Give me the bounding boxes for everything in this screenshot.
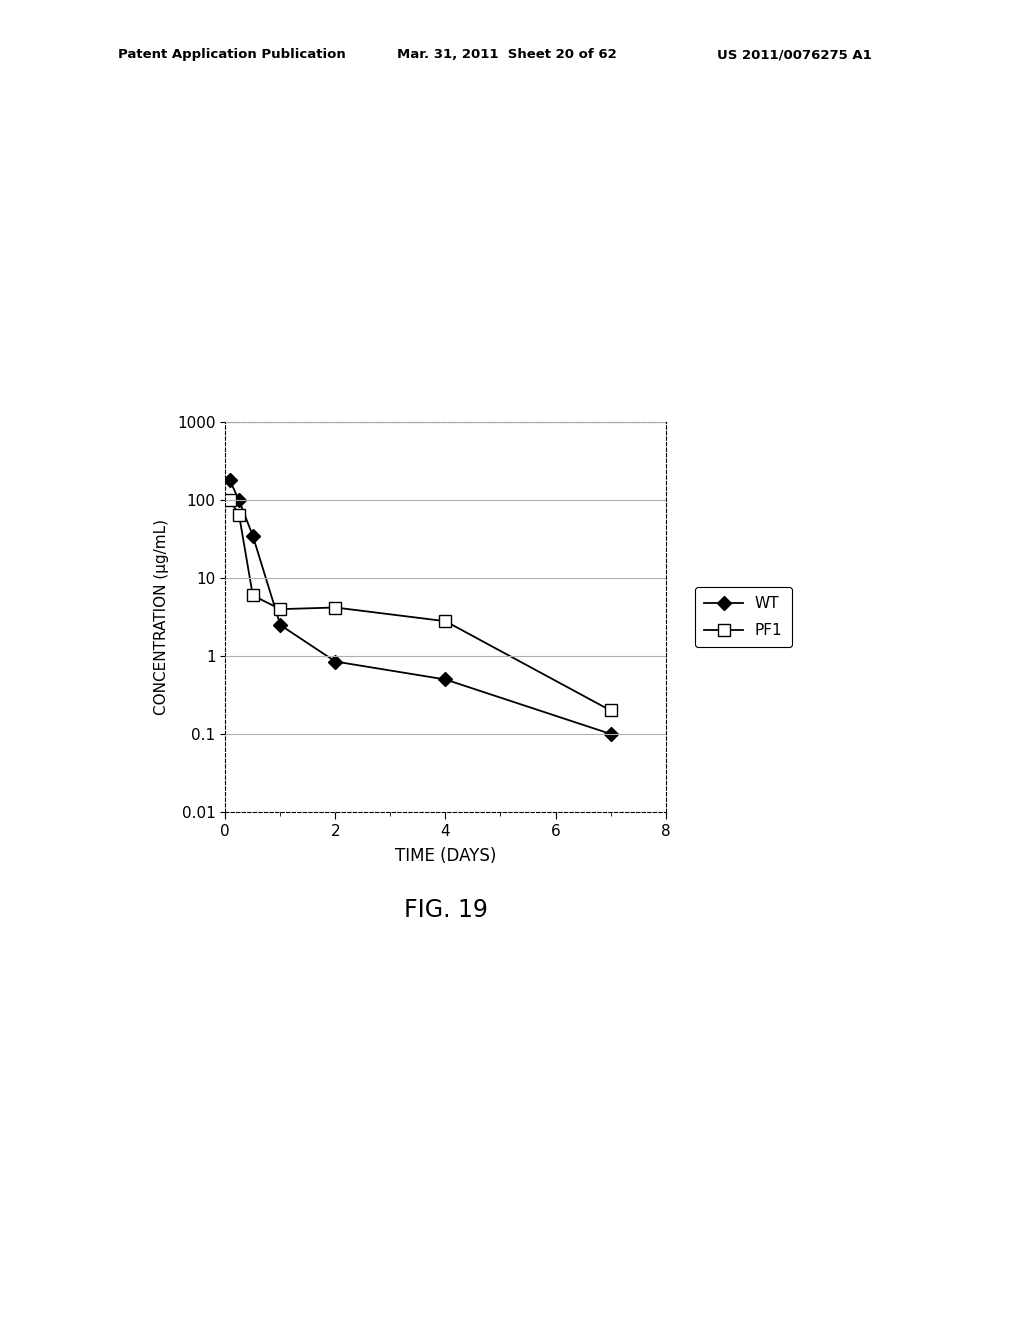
PF1: [247, 587, 259, 603]
PF1: [274, 601, 287, 616]
WT: [604, 726, 616, 742]
Text: Mar. 31, 2011  Sheet 20 of 62: Mar. 31, 2011 Sheet 20 of 62: [397, 48, 617, 61]
X-axis label: TIME (DAYS): TIME (DAYS): [395, 847, 496, 865]
Text: Patent Application Publication: Patent Application Publication: [118, 48, 345, 61]
WT: [439, 672, 452, 688]
WT: [247, 528, 259, 544]
PF1: [232, 507, 245, 523]
Legend: WT, PF1: WT, PF1: [695, 587, 792, 647]
Text: US 2011/0076275 A1: US 2011/0076275 A1: [717, 48, 871, 61]
PF1: [223, 492, 236, 508]
PF1: [439, 614, 452, 630]
WT: [223, 473, 236, 488]
Text: FIG. 19: FIG. 19: [403, 899, 487, 923]
WT: [274, 618, 287, 634]
WT: [232, 492, 245, 508]
Line: WT: WT: [225, 475, 615, 739]
PF1: [604, 702, 616, 718]
Line: PF1: PF1: [224, 495, 616, 715]
Y-axis label: CONCENTRATION (μg/mL): CONCENTRATION (μg/mL): [154, 519, 169, 715]
PF1: [330, 599, 342, 615]
WT: [330, 653, 342, 669]
